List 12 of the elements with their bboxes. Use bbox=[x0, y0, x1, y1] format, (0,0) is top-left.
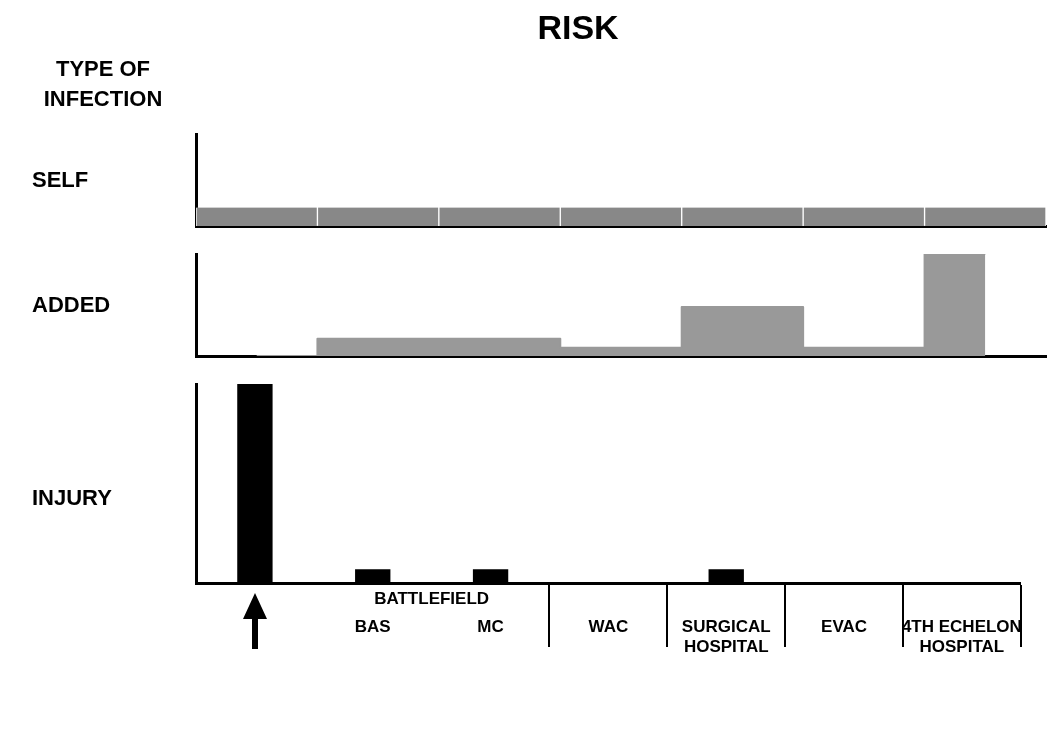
y-axis-title: INJURY bbox=[32, 485, 112, 511]
x-tick-label: MC bbox=[477, 617, 504, 637]
x-tick-label: BAS bbox=[354, 617, 391, 637]
x-tick-label: EVAC bbox=[821, 617, 868, 637]
y-axis-title: SELF bbox=[32, 167, 89, 193]
x-tick-label: SURGICAL HOSPITAL bbox=[681, 617, 771, 657]
text: TYPE OF INFECTION bbox=[42, 55, 164, 113]
x-tick-label: WAC bbox=[588, 617, 629, 637]
y-axis-title: ADDED bbox=[32, 292, 111, 318]
chart-title: RISK bbox=[536, 8, 620, 48]
x-tick-label: 4TH ECHELON HOSPITAL bbox=[901, 617, 1022, 657]
text: BATTLEFIELD bbox=[373, 589, 491, 610]
